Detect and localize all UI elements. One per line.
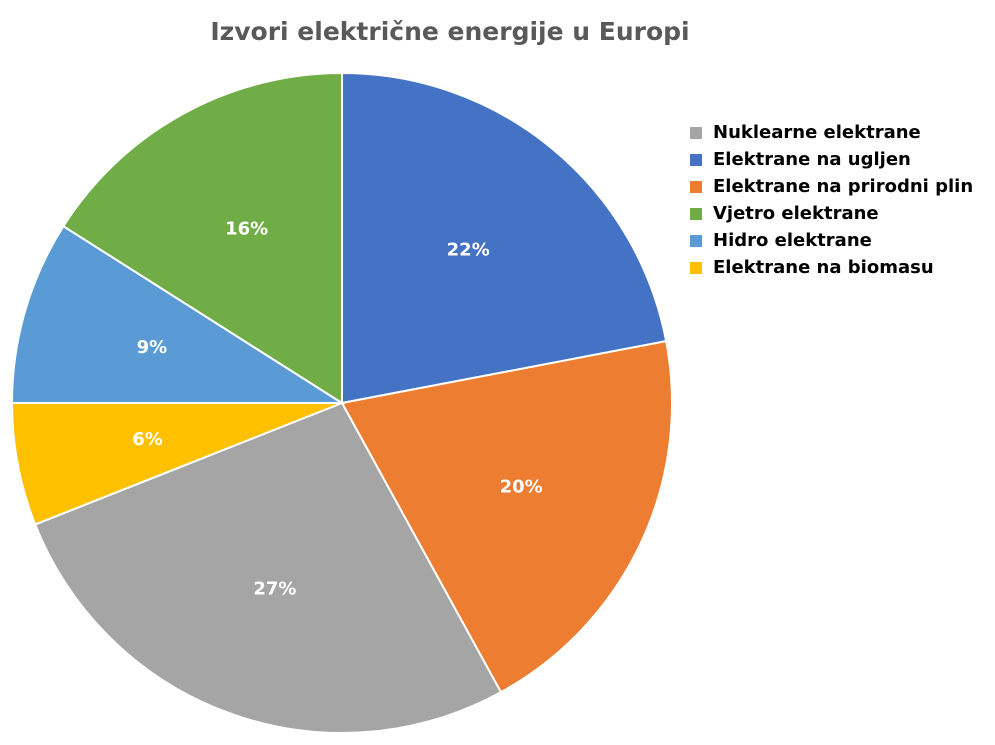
pie-slice: [33, 401, 503, 734]
legend-label: Hidro elektrane: [713, 230, 872, 251]
legend-label: Elektrane na ugljen: [713, 149, 911, 170]
pie-slice: [340, 339, 673, 694]
data-label: 6%: [132, 429, 163, 450]
legend-label: Vjetro elektrane: [713, 203, 879, 224]
pie-slice: [10, 224, 346, 404]
chart-title: Izvori električne energije u Europi: [210, 17, 689, 46]
pie-slice: [341, 71, 668, 405]
legend-swatch: [690, 208, 702, 220]
legend-swatch: [690, 262, 702, 274]
pie-slice: [61, 71, 343, 405]
data-label: 16%: [225, 218, 268, 239]
legend-label: Nuklearne elektrane: [713, 122, 921, 143]
legend-swatch: [690, 181, 702, 193]
legend-swatch: [690, 154, 702, 166]
data-label: 22%: [447, 239, 490, 260]
pie-slice: [10, 402, 343, 526]
data-label: 20%: [500, 476, 543, 497]
data-label: 27%: [253, 578, 296, 599]
legend-label: Elektrane na prirodni plin: [713, 176, 973, 197]
legend-swatch: [690, 127, 702, 139]
legend-label: Elektrane na biomasu: [713, 257, 934, 278]
legend-swatch: [690, 235, 702, 247]
data-label: 9%: [137, 337, 168, 358]
